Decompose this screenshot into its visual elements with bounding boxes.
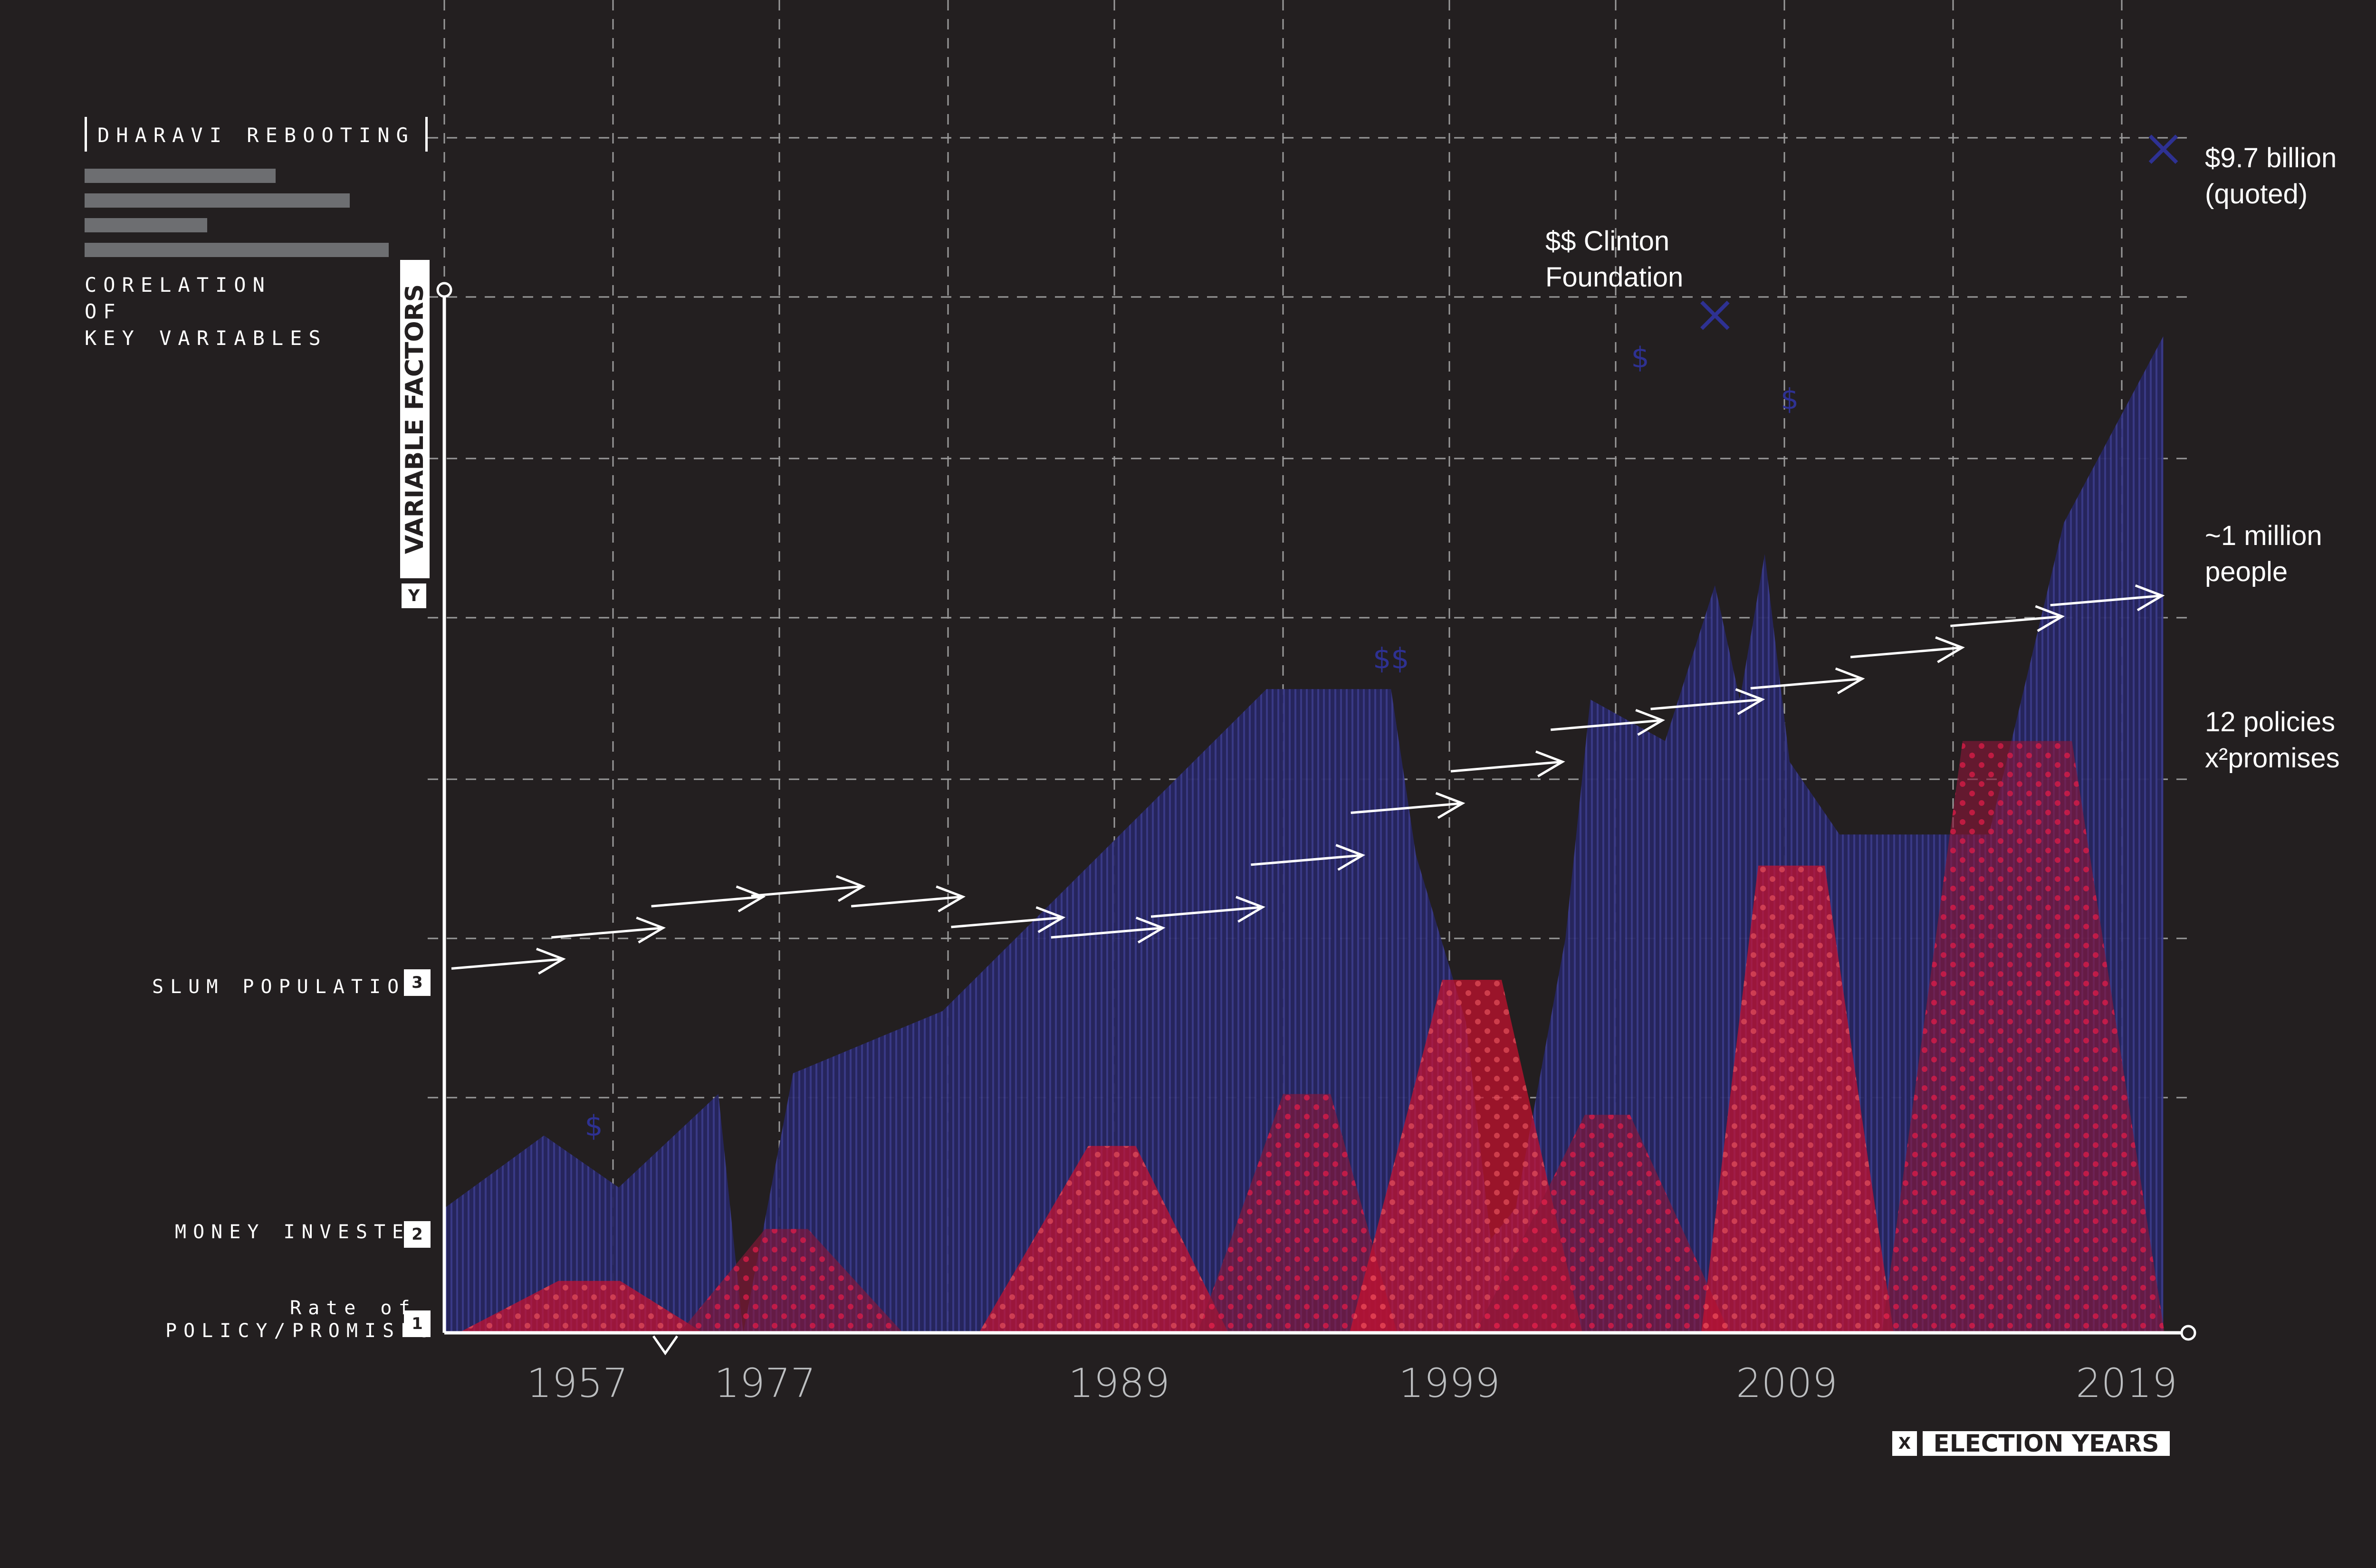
y-axis-end-circle: [436, 282, 452, 298]
subtitle-line-3: KEY VARIABLES: [85, 326, 327, 350]
dollar-marker-1: $$: [1373, 642, 1409, 676]
policy-trapezoid-6: [1701, 865, 1894, 1333]
population-arrowhead-14: [1935, 636, 1965, 663]
cross-marker-5-b: [2148, 134, 2178, 164]
policy-areas: [459, 741, 2165, 1333]
x-tick-1989: 1989: [1068, 1360, 1170, 1406]
legend-money-invested-label: MONEY INVESTED: [175, 1221, 429, 1243]
x-tick-labels: 1957 1977 1989 1999 2009 2019: [527, 1360, 2177, 1406]
y-axis-title: VARIABLE FACTORS: [400, 260, 430, 578]
population-arrowhead-16: [2135, 584, 2165, 612]
population-arrow-11: [1551, 719, 1663, 731]
policy-trapezoid-0: [459, 1281, 703, 1333]
dollar-marker-2: $: [1631, 341, 1649, 374]
population-arrow-10: [1450, 760, 1563, 773]
annotation-policies: 12 policies x²promises: [2205, 707, 2340, 774]
x-axis-title: ELECTION YEARS: [1923, 1431, 2170, 1456]
population-arrow-4: [851, 895, 963, 908]
title-bar-4: [85, 243, 389, 257]
x-axis-tag: X: [1892, 1431, 1917, 1456]
subtitle-line-1: CORELATION: [85, 273, 271, 296]
population-arrow-3: [751, 885, 863, 897]
x-tick-2019: 2019: [2076, 1360, 2177, 1406]
x-tick-1957: 1957: [527, 1360, 628, 1406]
population-arrow-9: [1351, 802, 1463, 814]
chart-title-text: DHARAVI REBOOTING: [97, 124, 415, 147]
population-arrow-0: [451, 957, 564, 970]
policy-trapezoid-5: [1475, 1115, 1730, 1333]
population-arrow-13: [1750, 677, 1863, 689]
population-arrowhead-11: [1635, 709, 1665, 736]
axes: [436, 282, 2196, 1356]
population-arrowhead-1: [636, 917, 666, 944]
legend-slum-population-label: SLUM POPULATION: [152, 976, 424, 998]
population-arrowhead-4: [936, 885, 966, 913]
population-arrow-2: [651, 895, 763, 908]
policy-trapezoid-1: [680, 1229, 903, 1333]
annotation-population: ~1 million people: [2205, 520, 2322, 587]
population-arrowhead-3: [835, 875, 866, 902]
policy-trapezoid-3: [1198, 1094, 1397, 1333]
population-arrowhead-10: [1535, 750, 1565, 777]
axis-notch: [652, 1335, 679, 1356]
x-tick-2009: 2009: [1736, 1360, 1838, 1406]
y-axis-tag: Y: [402, 583, 426, 608]
dollar-marker-0: $: [584, 1109, 603, 1143]
x-tick-1977: 1977: [714, 1360, 816, 1406]
population-arrow-5: [951, 916, 1063, 928]
population-arrowhead-9: [1435, 792, 1466, 819]
population-arrowhead-8: [1335, 844, 1366, 871]
markers: $$$$$: [584, 134, 2178, 1143]
legend-policy-number: 1: [404, 1310, 431, 1337]
title-bar-1: [85, 169, 276, 183]
x-axis-end-circle: [2180, 1325, 2196, 1341]
slum-population-arrows: [451, 584, 2165, 975]
population-arrowhead-0: [536, 947, 566, 975]
population-arrowhead-6: [1135, 917, 1166, 944]
title-bar-3: [85, 218, 207, 232]
legend-slum-population-number: 3: [404, 969, 431, 996]
population-arrow-8: [1251, 854, 1363, 866]
x-tick-1999: 1999: [1399, 1360, 1500, 1406]
legend-policy-label-2: POLICY/PROMISES: [165, 1320, 437, 1342]
population-arrow-14: [1850, 646, 1963, 659]
annotation-clinton-foundation: $$ Clinton Foundation: [1545, 226, 1684, 293]
population-arrowhead-5: [1035, 906, 1066, 933]
population-arrow-15: [1950, 615, 2062, 627]
annotation-9-7-billion: $9.7 billion (quoted): [2205, 143, 2337, 210]
chart-subtitle: CORELATION OF KEY VARIABLES: [85, 272, 327, 352]
title-bar-2: [85, 193, 350, 208]
population-arrow-6: [1051, 927, 1163, 939]
legend-policy-label-1: Rate of: [290, 1297, 417, 1319]
legend-money-invested-number: 2: [404, 1221, 431, 1248]
cross-marker-4-b: [1700, 300, 1730, 330]
population-arrowhead-12: [1735, 688, 1765, 715]
population-arrow-1: [551, 927, 663, 939]
chart-title: DHARAVI REBOOTING: [85, 117, 428, 152]
population-arrowhead-15: [2035, 605, 2065, 632]
dollar-marker-3: $: [1781, 382, 1799, 416]
population-arrowhead-2: [736, 885, 766, 913]
population-arrow-16: [2050, 594, 2162, 607]
policy-trapezoid-2: [979, 1146, 1228, 1333]
population-arrowhead-13: [1835, 667, 1865, 695]
population-arrow-7: [1150, 906, 1263, 918]
subtitle-line-2: OF: [85, 300, 122, 323]
population-arrow-12: [1650, 698, 1763, 710]
population-arrowhead-7: [1236, 896, 1265, 923]
policy-trapezoid-7: [1882, 741, 2165, 1333]
